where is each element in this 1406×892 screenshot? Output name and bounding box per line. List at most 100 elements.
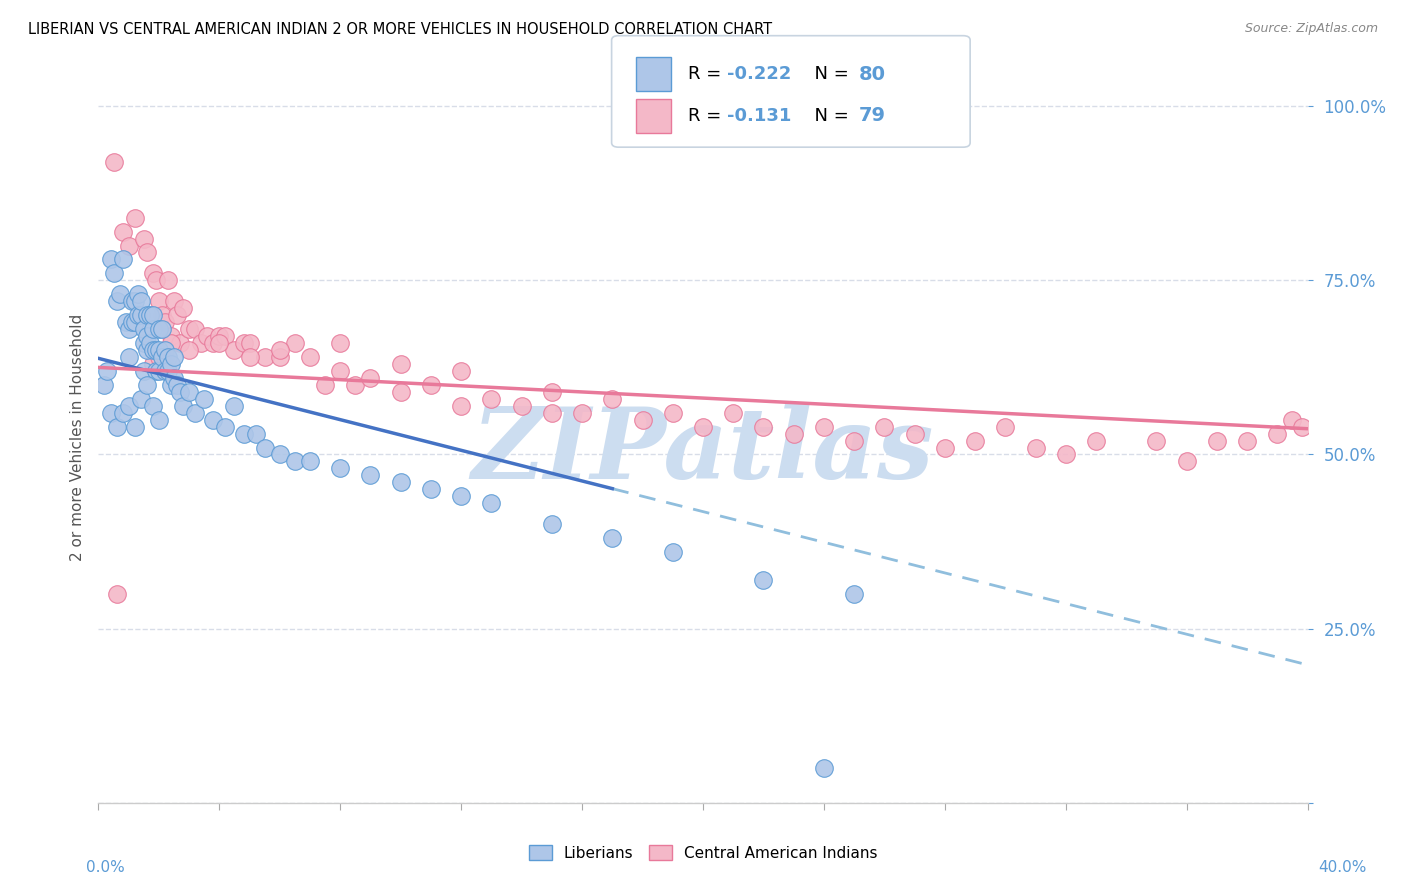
Point — [934, 441, 956, 455]
Point — [172, 301, 194, 316]
Point — [166, 377, 188, 392]
Text: -0.131: -0.131 — [727, 107, 792, 125]
Point — [202, 412, 225, 426]
Text: N =: N = — [803, 107, 855, 125]
Text: -0.222: -0.222 — [727, 65, 792, 83]
Point — [142, 266, 165, 280]
Point — [103, 155, 125, 169]
Point — [160, 377, 183, 392]
Point — [148, 322, 170, 336]
Point — [389, 357, 412, 371]
Point — [93, 377, 115, 392]
Point — [111, 406, 134, 420]
Point — [163, 294, 186, 309]
Point — [420, 483, 443, 497]
Point — [163, 371, 186, 385]
Text: 79: 79 — [859, 106, 886, 126]
Point — [103, 266, 125, 280]
Point — [135, 308, 157, 322]
Point — [692, 419, 714, 434]
Point — [195, 329, 218, 343]
Point — [118, 238, 141, 252]
Point — [111, 225, 134, 239]
Point — [166, 308, 188, 322]
Point — [148, 364, 170, 378]
Point — [121, 294, 143, 309]
Point — [450, 399, 472, 413]
Point — [661, 545, 683, 559]
Point — [481, 496, 503, 510]
Point — [269, 343, 291, 357]
Point — [139, 336, 162, 351]
Point — [1281, 412, 1303, 426]
Point — [813, 419, 835, 434]
Point — [602, 531, 624, 545]
Point — [389, 475, 412, 490]
Point — [269, 350, 291, 364]
Y-axis label: 2 or more Vehicles in Household: 2 or more Vehicles in Household — [69, 313, 84, 561]
Point — [148, 294, 170, 309]
Point — [965, 434, 987, 448]
Point — [994, 419, 1017, 434]
Point — [127, 308, 149, 322]
Point — [314, 377, 336, 392]
Point — [1175, 454, 1198, 468]
Point — [723, 406, 745, 420]
Text: R =: R = — [688, 65, 727, 83]
Point — [114, 315, 136, 329]
Point — [142, 399, 165, 413]
Point — [239, 336, 262, 351]
Point — [150, 308, 173, 322]
Point — [160, 357, 183, 371]
Point — [844, 587, 866, 601]
Point — [153, 350, 176, 364]
Point — [160, 329, 183, 343]
Point — [360, 371, 382, 385]
Point — [1236, 434, 1258, 448]
Point — [135, 245, 157, 260]
Point — [153, 343, 176, 357]
Point — [105, 419, 128, 434]
Point — [156, 364, 179, 378]
Point — [105, 294, 128, 309]
Text: 80: 80 — [859, 64, 886, 84]
Point — [389, 384, 412, 399]
Point — [148, 412, 170, 426]
Point — [129, 392, 152, 406]
Point — [132, 231, 155, 245]
Point — [202, 336, 225, 351]
Point — [142, 343, 165, 357]
Point — [132, 336, 155, 351]
Point — [1054, 448, 1077, 462]
Point — [145, 273, 167, 287]
Point — [129, 294, 152, 309]
Point — [1291, 419, 1313, 434]
Point — [184, 406, 207, 420]
Point — [602, 392, 624, 406]
Point — [253, 441, 276, 455]
Point — [150, 350, 173, 364]
Point — [752, 573, 775, 587]
Point — [148, 350, 170, 364]
Point — [184, 322, 207, 336]
Point — [105, 587, 128, 601]
Point — [193, 392, 215, 406]
Point — [1024, 441, 1046, 455]
Point — [142, 357, 165, 371]
Point — [208, 336, 231, 351]
Point — [450, 489, 472, 503]
Point — [329, 336, 352, 351]
Point — [540, 384, 562, 399]
Point — [329, 461, 352, 475]
Point — [124, 315, 146, 329]
Point — [253, 350, 276, 364]
Point — [214, 329, 236, 343]
Point — [1267, 426, 1289, 441]
Point — [132, 322, 155, 336]
Point — [239, 350, 262, 364]
Legend: Liberians, Central American Indians: Liberians, Central American Indians — [522, 837, 884, 868]
Point — [121, 315, 143, 329]
Point — [284, 454, 307, 468]
Point — [118, 399, 141, 413]
Point — [179, 322, 201, 336]
